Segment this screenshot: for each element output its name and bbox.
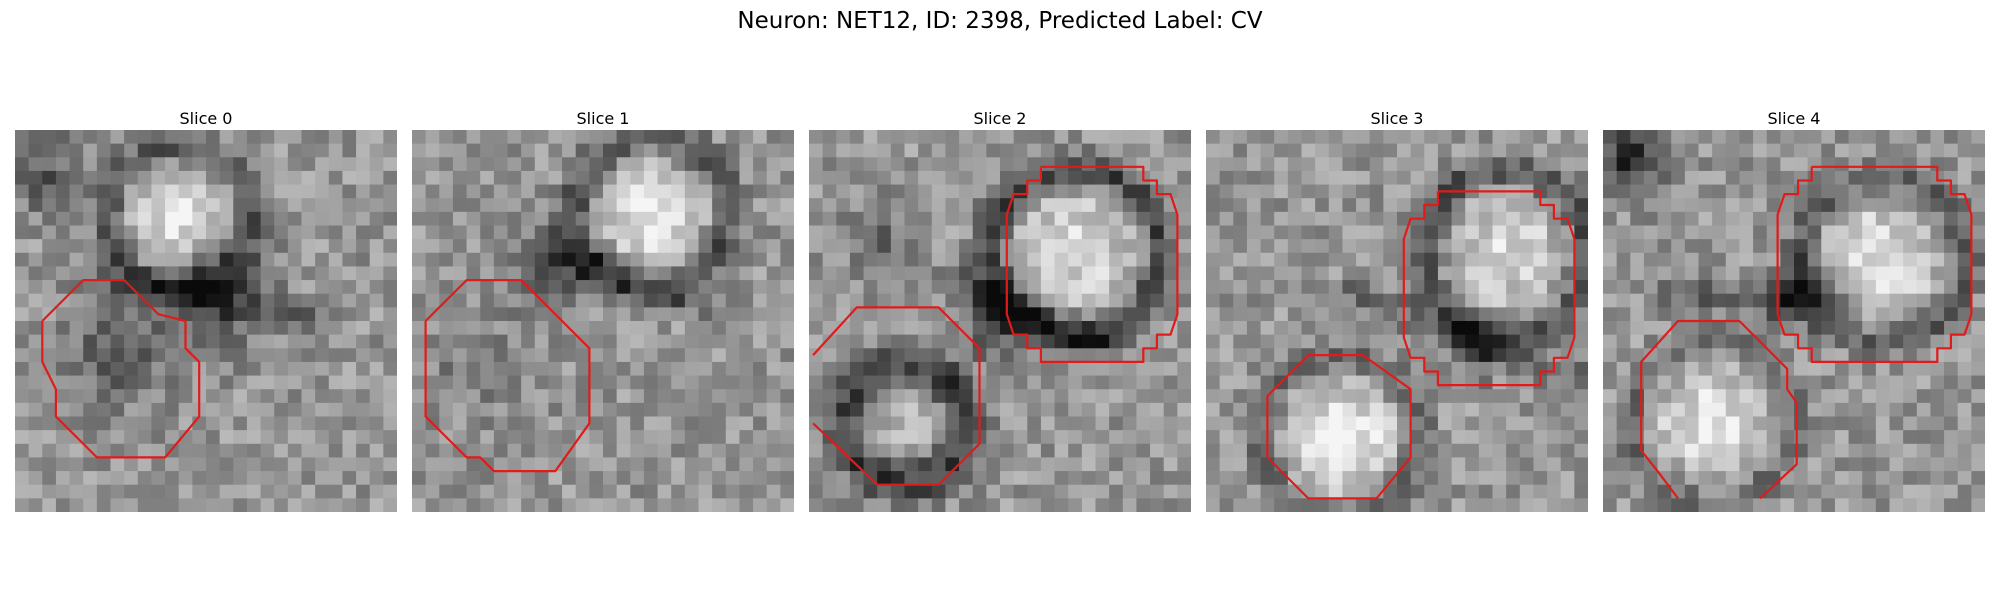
slice-image-1: [412, 130, 794, 512]
slice-panel-0: Slice 0: [15, 108, 397, 512]
figure-title: Neuron: NET12, ID: 2398, Predicted Label…: [737, 8, 1263, 34]
pixel-grid: [1603, 130, 1985, 512]
segmentation-contour: [424, 279, 591, 473]
slice-image-3: [1206, 130, 1588, 512]
slice-panel-4: Slice 4: [1603, 108, 1985, 512]
slice-image-2: [809, 130, 1191, 512]
slice-panel-2: Slice 2: [809, 108, 1191, 512]
slice-panel-1: Slice 1: [412, 108, 794, 512]
slice-title: Slice 1: [576, 109, 630, 128]
pixel-grid: [412, 130, 794, 512]
pixel-grid: [15, 130, 397, 512]
slice-image-4: [1603, 130, 1985, 512]
segmentation-contour: [1640, 319, 1798, 500]
pixel-grid: [1206, 130, 1588, 512]
slice-title: Slice 4: [1767, 109, 1821, 128]
slice-title: Slice 2: [973, 109, 1027, 128]
segmentation-contour-secondary: [1776, 165, 1973, 363]
segmentation-contour-secondary: [1005, 165, 1179, 363]
slice-title: Slice 0: [179, 109, 233, 128]
slice-title: Slice 3: [1370, 109, 1424, 128]
slice-image-0: [15, 130, 397, 512]
slice-panel-3: Slice 3: [1206, 108, 1588, 512]
segmentation-contour-secondary: [1402, 190, 1576, 387]
pixel-grid: [809, 130, 1191, 512]
segmentation-contour: [812, 306, 981, 486]
segmentation-contour: [1266, 354, 1412, 500]
segmentation-contour: [41, 279, 201, 459]
